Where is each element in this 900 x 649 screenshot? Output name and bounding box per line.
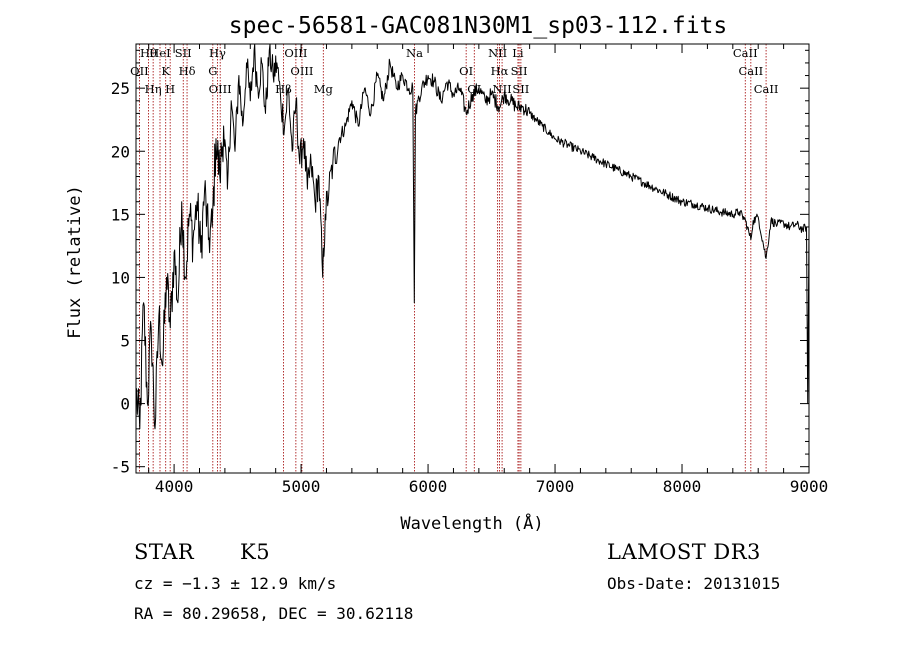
spectral-line-label-6: SII — [175, 46, 192, 60]
plot-frame — [135, 43, 810, 474]
redshift-text: cz = −1.3 ± 12.9 km/s — [134, 574, 337, 593]
spectral-line-label-7: Hδ — [179, 64, 196, 78]
spectral-line-label-12: OIII — [284, 46, 307, 60]
y-tick-label-4: 15 — [111, 205, 130, 224]
y-tick-label-0: -5 — [111, 458, 130, 477]
spectral-line-markers — [139, 44, 767, 473]
x-tick-label-1: 5000 — [282, 477, 321, 496]
axis-ticks: 4000 5000 6000 7000 8000 9000 -5 0 5 10 15 20 25 — [111, 44, 829, 496]
y-tick-label-2: 5 — [120, 332, 130, 351]
spectral-line-labels: HθOIIHηHeIKHSIIHδOIIIHγGHβOIIIOIIIMgNaOI… — [130, 46, 778, 96]
x-tick-label-3: 7000 — [536, 477, 575, 496]
coordinates-text: RA = 80.29658, DEC = 30.62118 — [134, 604, 414, 623]
spectral-line-label-19: Hα — [491, 64, 509, 78]
spectral-line-label-0: Hθ — [140, 46, 157, 60]
spectrum-chart: spec-56581-GAC081N30M1_sp03-112.fits Hθ O… — [65, 13, 829, 534]
spectral-line-label-14: Mg — [314, 82, 334, 96]
spectral-line-label-5: H — [165, 82, 175, 96]
y-axis-label: Flux (relative) — [65, 185, 85, 339]
spectral-line-label-9: Hγ — [209, 46, 226, 60]
spectral-line-label-21: Li — [512, 46, 524, 60]
spectral-line-label-23: SII — [512, 82, 529, 96]
y-tick-label-3: 10 — [111, 268, 130, 287]
spectral-line-label-13: OIII — [290, 64, 313, 78]
spectral-line-label-15: Na — [406, 46, 423, 60]
spectrum-line — [135, 43, 810, 430]
spectral-line-label-26: CaII — [754, 82, 779, 96]
spectral-line-label-25: CaII — [738, 64, 763, 78]
y-tick-label-6: 25 — [111, 79, 130, 98]
spectrum-series — [135, 43, 810, 430]
obs-date: Obs-Date: 20131015 — [607, 574, 781, 593]
x-tick-label-0: 4000 — [155, 477, 194, 496]
spectral-line-label-10: G — [208, 64, 217, 78]
spectral-line-label-1: OII — [130, 64, 149, 78]
spectral-line-label-2: Hη — [145, 82, 162, 96]
chart-title: spec-56581-GAC081N30M1_sp03-112.fits — [229, 13, 728, 39]
survey-name: LAMOST DR3 — [607, 540, 761, 564]
spectral-line-label-11: Hβ — [275, 82, 292, 96]
spectral-line-label-22: SII — [511, 64, 528, 78]
y-tick-label-1: 0 — [120, 395, 130, 414]
y-tick-label-5: 20 — [111, 142, 130, 161]
x-axis-label: Wavelength (Å) — [400, 512, 543, 534]
object-subclass: K5 — [240, 540, 271, 564]
object-class: STAR — [134, 540, 195, 564]
spectral-line-label-16: OI — [459, 64, 473, 78]
spectral-line-label-18: NII — [488, 46, 507, 60]
x-tick-label-2: 6000 — [409, 477, 448, 496]
spectral-line-label-20: NII — [493, 82, 512, 96]
spectral-line-label-4: K — [161, 64, 170, 78]
spectral-line-label-8: OIII — [209, 82, 232, 96]
spectral-line-label-24: CaII — [733, 46, 758, 60]
x-tick-label-4: 8000 — [663, 477, 702, 496]
x-tick-label-5: 9000 — [790, 477, 829, 496]
spectral-line-label-3: HeI — [149, 46, 170, 60]
